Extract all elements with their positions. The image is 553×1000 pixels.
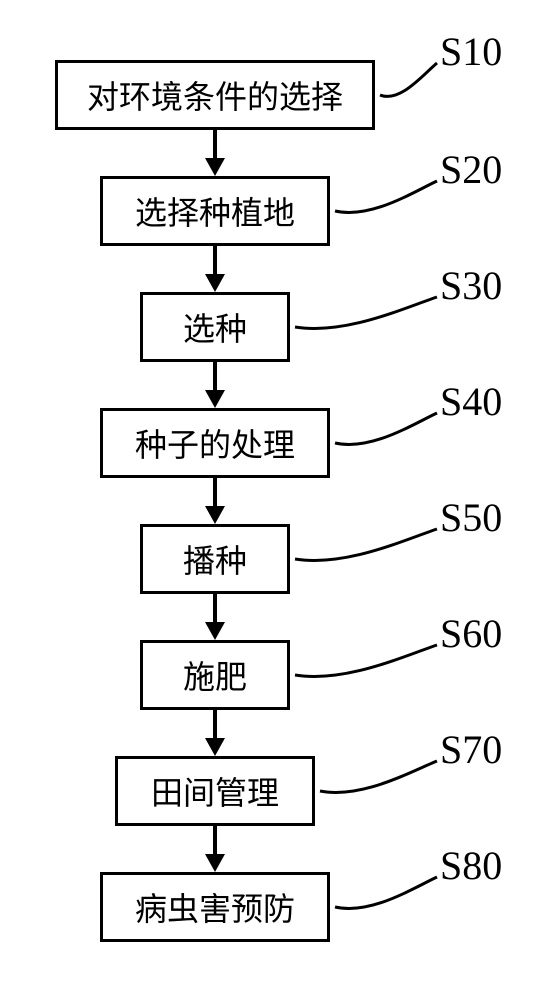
arrow-shaft — [213, 130, 217, 158]
arrow-head-icon — [205, 622, 225, 640]
connector-curve — [0, 0, 553, 1000]
arrow-head-icon — [205, 158, 225, 176]
arrow-head-icon — [205, 274, 225, 292]
flowchart-container: 对环境条件的选择S10选择种植地S20选种S30种子的处理S40播种S50施肥S… — [0, 0, 553, 1000]
arrow-shaft — [213, 710, 217, 738]
arrow-head-icon — [205, 854, 225, 872]
arrow-head-icon — [205, 506, 225, 524]
arrow-shaft — [213, 826, 217, 854]
arrow-head-icon — [205, 738, 225, 756]
arrow-head-icon — [205, 390, 225, 408]
arrow-shaft — [213, 362, 217, 390]
arrow-shaft — [213, 478, 217, 506]
arrow-shaft — [213, 246, 217, 274]
arrow-shaft — [213, 594, 217, 622]
